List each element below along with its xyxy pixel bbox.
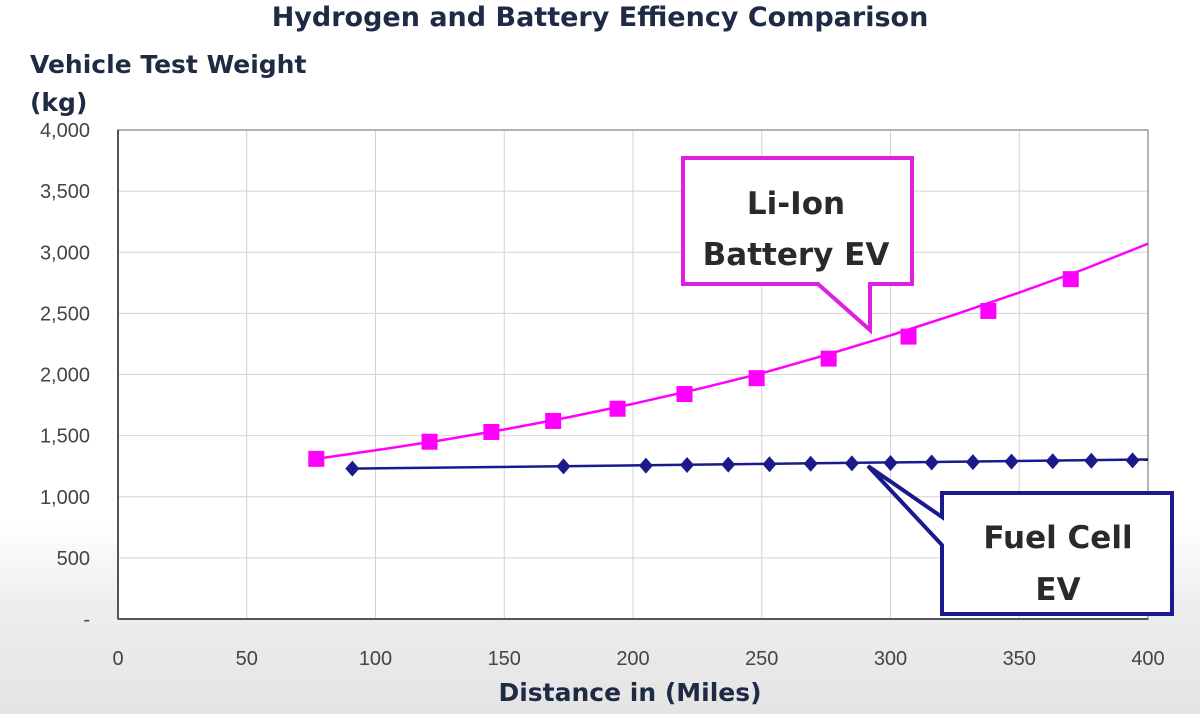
fuel-cell-ev-point (803, 455, 818, 472)
li-ion-battery-ev-point (609, 400, 626, 417)
x-tick-label: 100 (359, 648, 392, 670)
fuel-cell-ev-point (345, 460, 360, 477)
li-ion-battery-ev-line (316, 242, 1149, 461)
y-tick-labels: - 500 1,000 1,500 2,000 2,500 3,000 3,500 4,000 (40, 120, 90, 631)
fuel-cell-ev-point (1045, 453, 1060, 470)
callout-li-ion: Li-Ion Battery EV (681, 156, 914, 335)
fuel-cell-ev-point (1004, 453, 1019, 470)
fuel-cell-ev-point (638, 457, 653, 474)
li-ion-battery-ev-point (421, 433, 438, 450)
li-ion-battery-ev-point (820, 350, 837, 367)
li-ion-battery-ev-point (308, 450, 325, 467)
fuel-cell-ev-point (680, 456, 695, 473)
callout-li-ion-box (681, 156, 914, 335)
axes (117, 129, 1149, 620)
x-tick-labels: 0 50 100 150 200 250 300 350 400 (112, 648, 1164, 670)
callout-fuel-cell-box (866, 464, 1174, 616)
fuel-cell-ev-point (965, 454, 980, 471)
x-tick-label: 150 (488, 648, 521, 670)
y-tick-label: 3,500 (40, 181, 90, 203)
y-tick-label: 2,500 (40, 303, 90, 325)
li-ion-battery-ev-point (748, 370, 765, 387)
y-tick-label: - (83, 609, 90, 631)
fuel-cell-ev-point (556, 458, 571, 475)
li-ion-battery-ev-point (483, 423, 500, 440)
callout-fuel-cell: Fuel Cell EV (866, 464, 1174, 616)
li-ion-battery-ev-point (1062, 271, 1079, 288)
x-tick-label: 250 (745, 648, 778, 670)
callout-fuel-cell-line1: Fuel Cell (983, 520, 1132, 556)
chart-title: Hydrogen and Battery Effiency Comparison (271, 2, 929, 33)
fuel-cell-ev-point (924, 454, 939, 471)
y-tick-label: 1,000 (40, 487, 90, 509)
y-tick-label: 500 (57, 548, 90, 570)
li-ion-battery-ev-point (676, 386, 693, 403)
fuel-cell-ev-point (721, 456, 736, 473)
y-axis-label: Vehicle Test Weight (kg) (30, 50, 307, 117)
li-ion-battery-ev-point (545, 412, 562, 429)
fuel-cell-ev-point (883, 455, 898, 472)
x-tick-label: 0 (112, 648, 123, 670)
li-ion-battery-ev-point (980, 302, 997, 319)
fuel-cell-ev-point (1125, 452, 1140, 469)
li-ion-battery-ev-point (900, 328, 917, 345)
y-tick-label: 3,000 (40, 242, 90, 264)
callout-fuel-cell-line2: EV (1035, 572, 1080, 608)
y-tick-label: 2,000 (40, 365, 90, 387)
x-tick-label: 350 (1003, 648, 1036, 670)
x-tick-label: 300 (874, 648, 907, 670)
y-tick-label: 4,000 (40, 120, 90, 142)
x-tick-label: 50 (236, 648, 258, 670)
y-tick-label: 1,500 (40, 426, 90, 448)
fuel-cell-ev-point (1084, 452, 1099, 469)
fuel-cell-ev-point (844, 455, 859, 472)
callout-li-ion-line2: Battery EV (703, 237, 890, 273)
callout-li-ion-line1: Li-Ion (747, 186, 845, 222)
fuel-cell-ev-point (762, 456, 777, 473)
x-axis-label: Distance in (Miles) (498, 678, 762, 707)
x-tick-label: 400 (1131, 648, 1164, 670)
series-group (308, 242, 1149, 477)
x-tick-label: 200 (616, 648, 649, 670)
